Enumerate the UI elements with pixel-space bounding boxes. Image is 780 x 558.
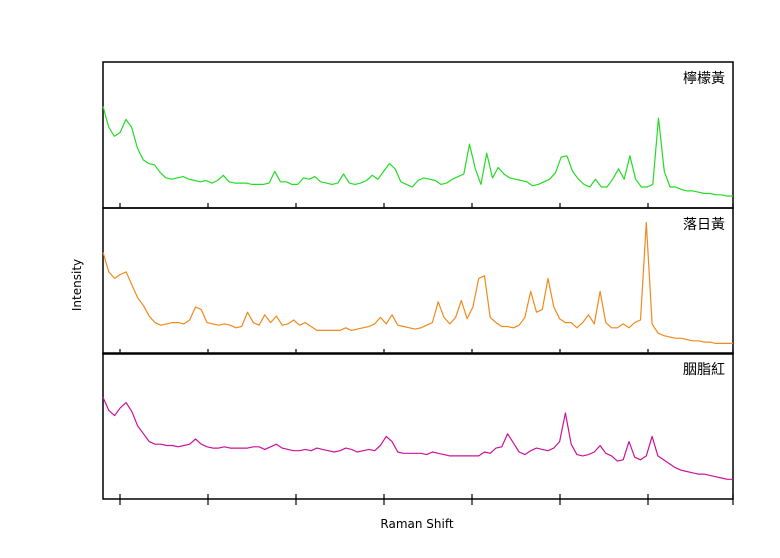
panel-frame-1 xyxy=(102,61,734,209)
series-line-3 xyxy=(102,397,733,480)
series-line-2 xyxy=(102,221,733,344)
series-label-1: 檸檬黃 xyxy=(683,71,725,87)
x-axis-label: Raman Shift xyxy=(380,517,453,531)
series-label-2: 落日黃 xyxy=(683,217,725,233)
panel-frame-3 xyxy=(102,352,734,500)
y-axis-label: Intensity xyxy=(70,259,84,311)
series-label-3: 胭脂紅 xyxy=(683,362,725,378)
series-line-1 xyxy=(102,106,733,197)
panel-frame-2 xyxy=(102,207,734,355)
